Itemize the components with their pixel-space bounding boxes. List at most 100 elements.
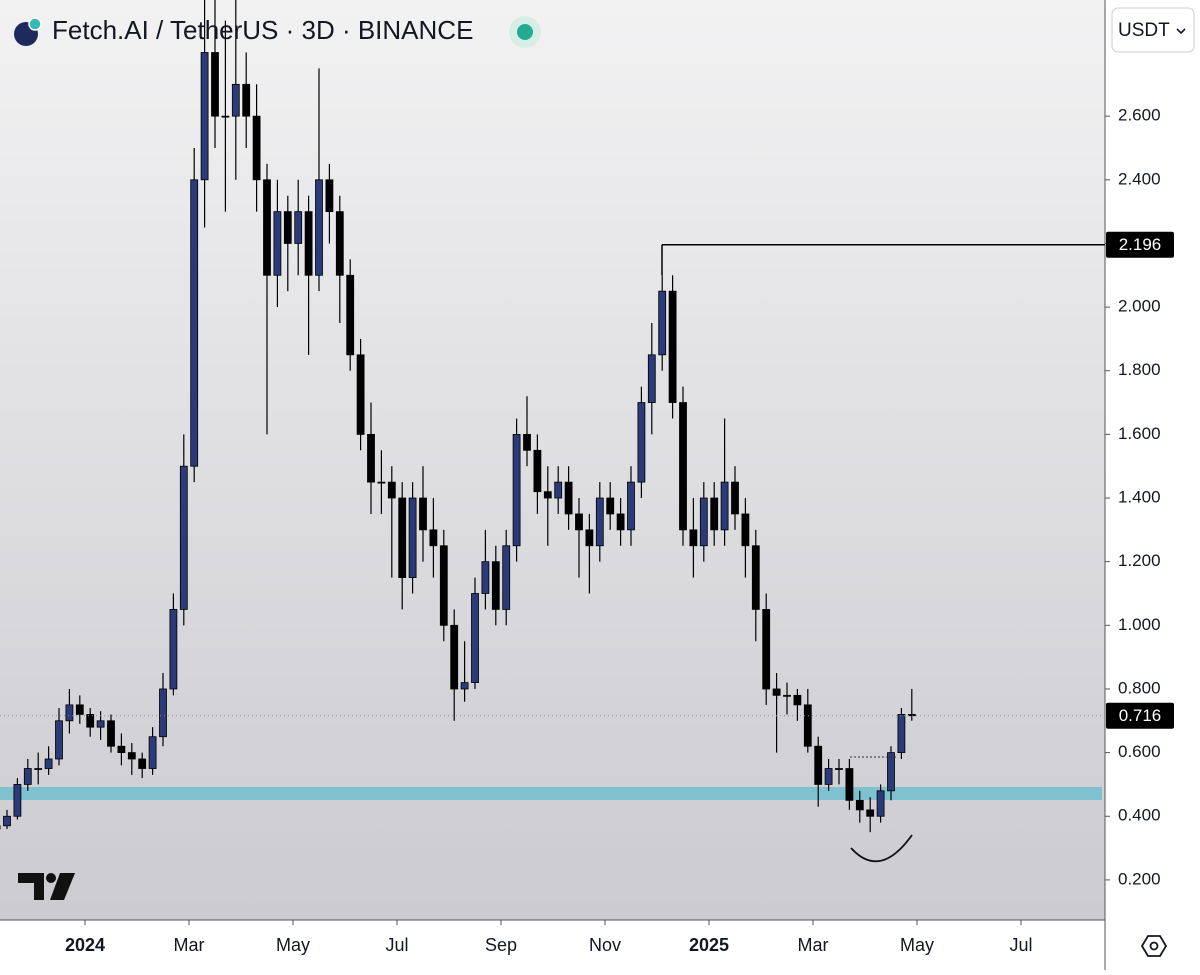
candle-body xyxy=(492,562,499,610)
candle-body xyxy=(482,562,489,594)
candle-body xyxy=(659,291,666,355)
candle-body xyxy=(825,769,832,785)
candle-body xyxy=(440,546,447,626)
candle-body xyxy=(867,810,874,816)
price-label: 0.716 xyxy=(1119,706,1162,725)
x-tick-label: Nov xyxy=(589,935,621,955)
y-tick-label: 2.400 xyxy=(1118,169,1161,188)
y-tick-label: 1.200 xyxy=(1118,551,1161,570)
candle-body xyxy=(503,546,510,610)
candle-body xyxy=(607,498,614,514)
candle-body xyxy=(66,705,73,721)
x-tick-label: Mar xyxy=(798,935,829,955)
candle-body xyxy=(399,498,406,578)
y-tick-label: 0.400 xyxy=(1118,806,1161,825)
candle-body xyxy=(97,721,104,727)
x-tick-label: Jul xyxy=(385,935,408,955)
candle-body xyxy=(524,434,531,450)
candle-body xyxy=(378,482,385,483)
candle-body xyxy=(420,498,427,530)
y-tick-label: 0.200 xyxy=(1118,869,1161,888)
candle-body xyxy=(118,746,125,752)
candle-body xyxy=(253,116,260,180)
candle-body xyxy=(180,466,187,609)
candle-body xyxy=(222,116,229,117)
candle-body xyxy=(4,816,11,826)
y-tick-label: 1.400 xyxy=(1118,488,1161,507)
candle-body xyxy=(305,212,312,276)
candle-body xyxy=(721,482,728,530)
candle-body xyxy=(357,355,364,435)
candle-body xyxy=(232,84,239,116)
candle-body xyxy=(815,746,822,784)
candle-body xyxy=(295,212,302,244)
candle-body xyxy=(638,403,645,483)
candle-body xyxy=(804,705,811,746)
candle-body xyxy=(76,705,83,715)
x-tick-label: 2025 xyxy=(689,935,729,955)
candle-body xyxy=(368,434,375,482)
price-label: 2.196 xyxy=(1119,235,1162,254)
candle-body xyxy=(149,737,156,769)
y-tick-label: 0.800 xyxy=(1118,678,1161,697)
currency-label: USDT xyxy=(1118,20,1170,41)
candle-body xyxy=(617,514,624,530)
candle-body xyxy=(763,609,770,689)
candle-body xyxy=(264,180,271,275)
x-tick-label: 2024 xyxy=(65,935,105,955)
candle-body xyxy=(534,450,541,491)
candle-body xyxy=(669,291,676,402)
candle-body xyxy=(877,791,884,816)
y-tick-label: 1.000 xyxy=(1118,615,1161,634)
candle-body xyxy=(108,721,115,746)
candle-body xyxy=(388,482,395,498)
y-tick-label: 2.000 xyxy=(1118,297,1161,316)
candle-body xyxy=(742,514,749,546)
candle-body xyxy=(201,53,208,180)
candle-body xyxy=(856,800,863,810)
x-tick-label: Mar xyxy=(174,935,205,955)
y-tick-label: 2.600 xyxy=(1118,106,1161,125)
candle-body xyxy=(87,714,94,727)
candle-body xyxy=(45,759,52,769)
candle-body xyxy=(794,695,801,705)
candle-body xyxy=(160,689,167,737)
candle-body xyxy=(700,498,707,546)
candle-body xyxy=(690,530,697,546)
logo-part xyxy=(46,873,56,883)
candle-body xyxy=(430,530,437,546)
candle-body xyxy=(128,753,135,759)
candle-body xyxy=(461,683,468,689)
candle-body xyxy=(784,695,791,696)
candle-body xyxy=(836,769,843,770)
candle-body xyxy=(732,482,739,514)
candle-body xyxy=(648,355,655,403)
support-zone xyxy=(0,787,1102,800)
x-tick-label: May xyxy=(276,935,310,955)
candle-body xyxy=(14,784,21,816)
candle-body xyxy=(628,482,635,530)
chart-title: Fetch.AI / TetherUS · 3D · BINANCE xyxy=(52,15,473,45)
x-tick-label: Jul xyxy=(1009,935,1032,955)
candle-body xyxy=(316,180,323,275)
candle-body xyxy=(711,498,718,530)
candle-body xyxy=(888,753,895,791)
candle-body xyxy=(243,84,250,116)
candle-body xyxy=(212,53,219,117)
candle-body xyxy=(576,514,583,530)
y-tick-label: 0.600 xyxy=(1118,742,1161,761)
candle-body xyxy=(555,482,562,498)
symbol-logo-badge xyxy=(29,18,41,30)
y-tick-label: 1.800 xyxy=(1118,360,1161,379)
candle-body xyxy=(409,498,416,578)
candle-body xyxy=(35,769,42,770)
candle-body xyxy=(898,714,905,752)
candle-body xyxy=(472,593,479,682)
candle-body xyxy=(680,403,687,530)
candle-body xyxy=(565,482,572,514)
candle-body xyxy=(56,721,63,759)
candle-body xyxy=(586,530,593,546)
candle-body xyxy=(347,275,354,355)
candle-body xyxy=(752,546,759,610)
candle-body xyxy=(544,492,551,498)
